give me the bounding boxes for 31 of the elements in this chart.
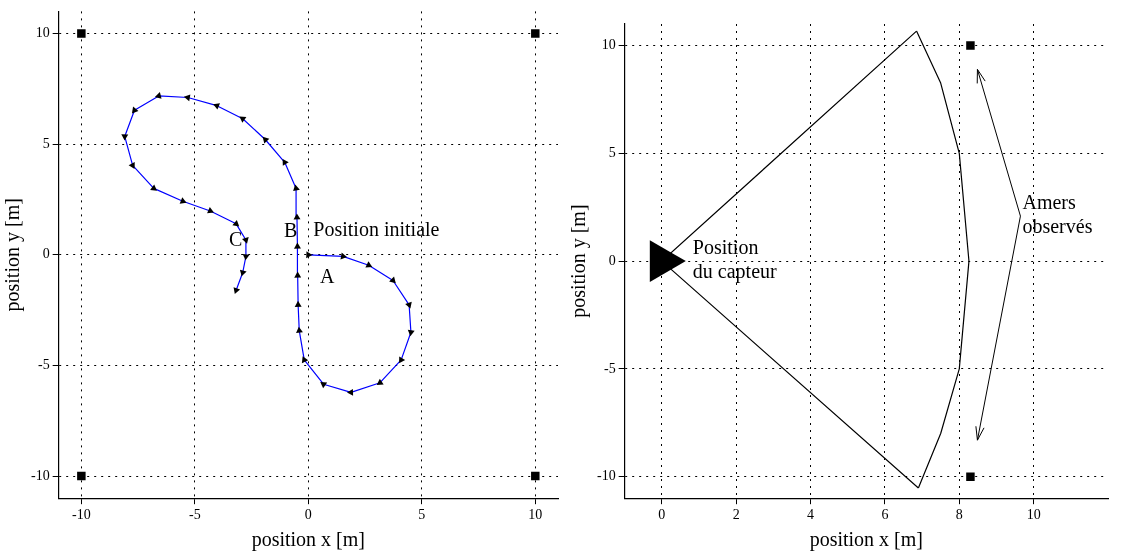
x-tick-label: 10 xyxy=(528,507,543,523)
annotation: A xyxy=(320,264,336,287)
x-tick-label: 0 xyxy=(658,507,666,523)
x-axis-title: position x [m] xyxy=(251,528,365,552)
annotation: Position du capteur xyxy=(692,236,778,284)
y-tick-label: 5 xyxy=(608,145,616,160)
y-tick-label: -10 xyxy=(30,467,50,483)
y-tick-label: -5 xyxy=(603,360,616,376)
y-tick-label: 10 xyxy=(35,25,50,41)
y-tick-label: 0 xyxy=(42,246,50,262)
annotation: C xyxy=(228,228,243,251)
x-tick-label: 5 xyxy=(418,507,426,523)
y-axis-title: position y [m] xyxy=(1,198,25,312)
x-tick-label: -10 xyxy=(72,507,91,523)
x-tick-label: 8 xyxy=(955,507,963,523)
x-tick-label: -5 xyxy=(189,507,201,523)
y-axis-title: position y [m] xyxy=(567,204,591,318)
x-tick-label: 4 xyxy=(807,507,815,523)
y-tick-label: 0 xyxy=(608,252,616,268)
y-tick-label: -10 xyxy=(596,468,616,484)
annotation: B xyxy=(283,218,298,241)
y-tick-label: 5 xyxy=(42,135,50,151)
annotation: Position initiale xyxy=(313,218,440,241)
annotation: Amers observés xyxy=(1022,191,1093,238)
x-tick-label: 0 xyxy=(304,507,312,523)
y-tick-label: -5 xyxy=(37,357,50,373)
x-axis-title: position x [m] xyxy=(809,528,923,552)
y-tick-label: 10 xyxy=(601,37,616,53)
x-tick-label: 2 xyxy=(732,507,740,523)
x-tick-label: 6 xyxy=(881,507,889,523)
x-tick-label: 10 xyxy=(1026,507,1041,523)
